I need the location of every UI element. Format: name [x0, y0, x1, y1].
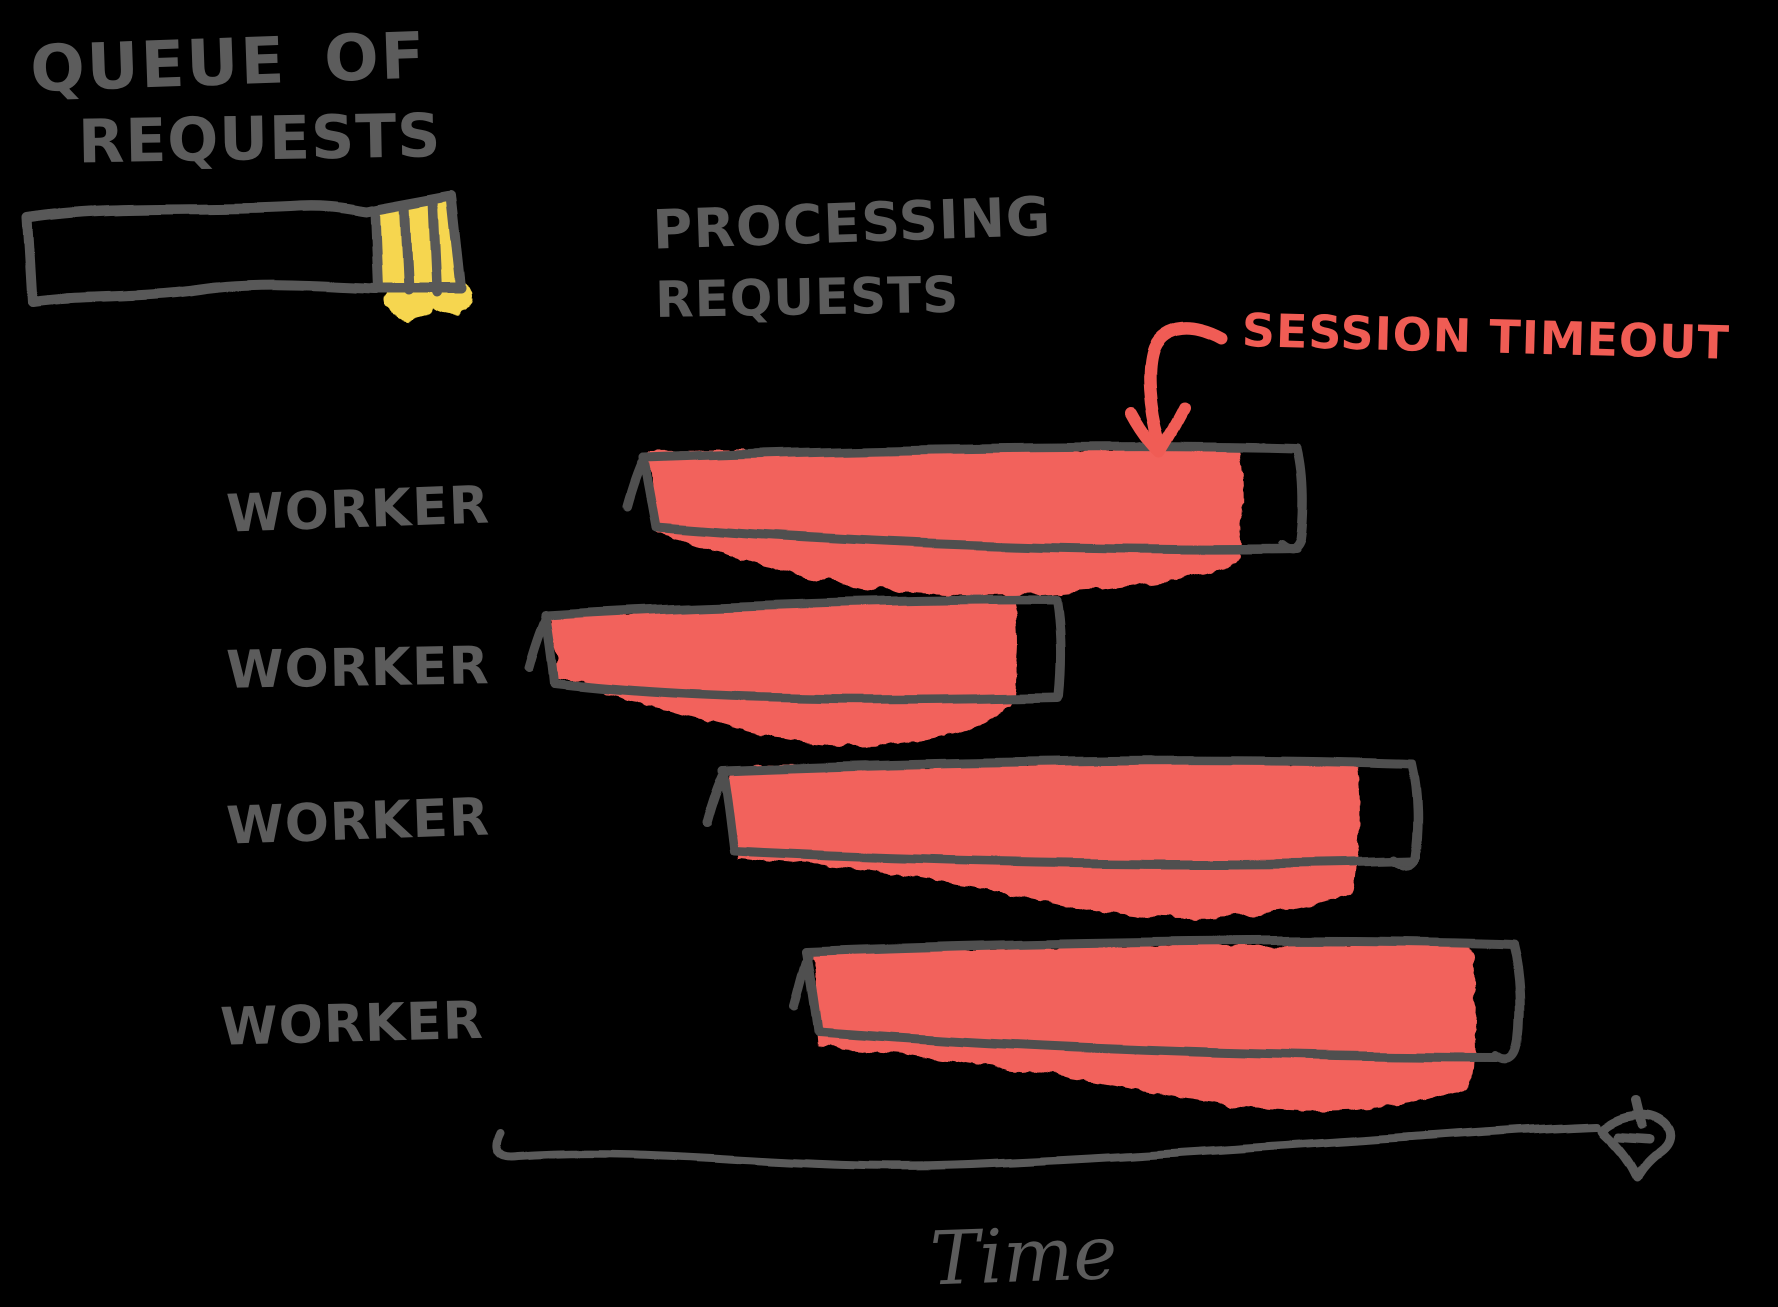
session-timeout-arrow — [1126, 321, 1229, 458]
worker-bar-4-fill — [811, 942, 1476, 1111]
queue-title-line1: QUEUE OF — [29, 19, 428, 107]
queue-divider-3 — [429, 196, 443, 298]
worker-bar-1-fill — [649, 448, 1244, 596]
processing-title-line2: REQUESTS — [655, 266, 960, 329]
worker-label-1: WORKER — [225, 475, 490, 544]
worker-bar-3-fill — [727, 762, 1360, 918]
worker-bar-3 — [701, 756, 1423, 918]
worker-bar-1-outline — [622, 442, 1308, 555]
worker-label-3: WORKER — [225, 787, 490, 856]
worker-bar-4 — [790, 936, 1524, 1111]
worker-bar-1 — [622, 442, 1308, 596]
worker-label-4: WORKER — [220, 991, 485, 1058]
queue-box — [22, 191, 472, 320]
worker-bar-3-outline — [701, 756, 1423, 870]
queue-divider-1 — [370, 206, 383, 294]
queue-divider-2 — [400, 201, 414, 296]
processing-title-line1: PROCESSING — [652, 185, 1053, 262]
worker-bar-2 — [524, 595, 1066, 747]
session-timeout-arrow-stem — [1143, 321, 1229, 447]
session-timeout-arrowhead — [1126, 404, 1190, 458]
time-axis-line — [492, 1122, 1602, 1170]
worker-bar-2-fill — [549, 597, 1018, 747]
queue-box-outline — [22, 191, 467, 307]
worker-label-2: WORKER — [226, 636, 490, 701]
time-axis-label: Time — [929, 1210, 1119, 1302]
session-timeout-label: SESSION TIMEOUT — [1241, 303, 1730, 370]
worker-bar-2-outline — [524, 595, 1066, 704]
time-axis — [492, 1095, 1676, 1182]
worker-bar-4-outline — [790, 936, 1524, 1064]
queue-title-line2: REQUESTS — [78, 101, 442, 177]
time-axis-arrowhead-icon — [1598, 1095, 1676, 1182]
